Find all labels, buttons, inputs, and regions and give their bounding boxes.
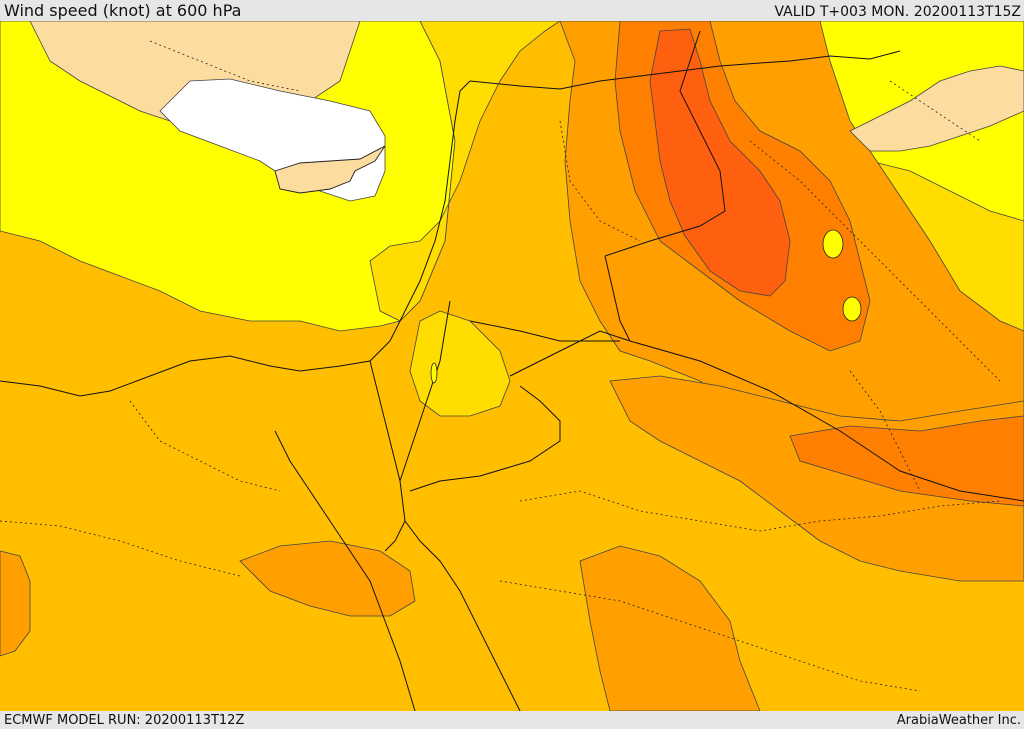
cyprus-outline <box>274 145 386 194</box>
credit: ArabiaWeather Inc. <box>896 713 1021 728</box>
footer-bar: ECMWF MODEL RUN: 20200113T12Z ArabiaWeat… <box>0 711 1024 729</box>
model-run: ECMWF MODEL RUN: 20200113T12Z <box>4 713 245 728</box>
band-orange-5 <box>0 550 31 657</box>
valid-time: VALID T+003 MON. 20200113T15Z <box>774 4 1021 20</box>
coastlines <box>0 30 1024 711</box>
internal-boundaries <box>0 40 1001 692</box>
wind-speed-map <box>0 21 1024 711</box>
band-orange-3 <box>579 545 761 711</box>
band-dark-orange-2 <box>789 415 1024 507</box>
map-canvas <box>0 21 1024 711</box>
header-bar: Wind speed (knot) at 600 hPa VALID T+003… <box>0 0 1024 21</box>
band-gold-2 <box>409 310 511 417</box>
lakes <box>430 229 862 384</box>
band-gold <box>369 21 561 322</box>
band-orange-2 <box>609 375 1024 582</box>
band-orange-4 <box>239 540 416 617</box>
map-title: Wind speed (knot) at 600 hPa <box>4 1 242 20</box>
band-red-orange <box>649 28 791 297</box>
